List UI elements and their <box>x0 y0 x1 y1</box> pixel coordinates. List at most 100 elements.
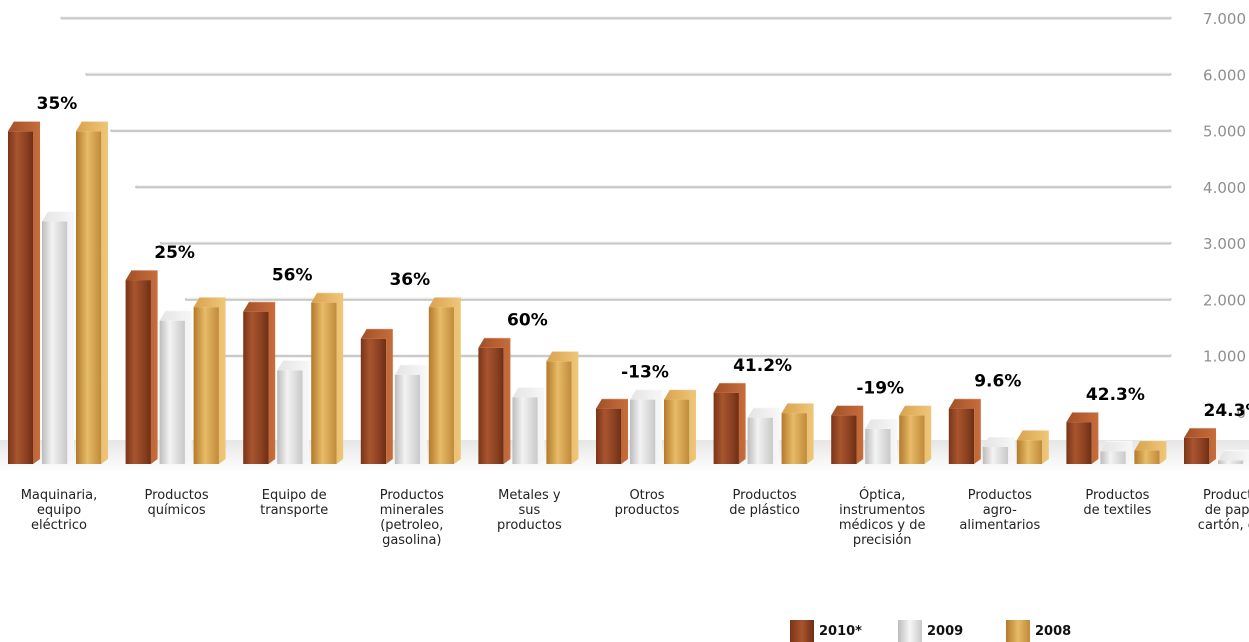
bar-side <box>76 121 108 465</box>
bar-2008-5 <box>664 388 696 464</box>
bar-2010-10 <box>1184 427 1216 464</box>
bar-front <box>747 417 773 464</box>
bar-front <box>193 307 219 464</box>
bar-side <box>42 211 74 464</box>
bar-front <box>1100 451 1126 464</box>
bar-side <box>1218 450 1249 464</box>
bar-front <box>277 370 303 464</box>
bar-2008-2 <box>311 292 344 464</box>
category-label: Óptica, instrumentos médicos y de precis… <box>838 488 926 548</box>
bar-2010-4 <box>478 337 511 464</box>
bar-front <box>1218 460 1244 464</box>
bar-front <box>630 399 656 464</box>
bar-front <box>781 413 807 464</box>
legend-swatch <box>790 620 814 642</box>
bar-side <box>512 387 545 464</box>
bar-side <box>1100 441 1133 464</box>
bar-side <box>899 405 932 464</box>
bar-front <box>159 320 185 464</box>
bar-side <box>125 270 158 464</box>
legend-item: 2009 <box>898 620 963 642</box>
bar-2010-7 <box>831 404 864 464</box>
legend-swatch <box>898 620 922 642</box>
growth-label: 24.3% <box>1204 401 1249 421</box>
bar-2010-0 <box>8 120 40 465</box>
bar-front <box>8 131 34 465</box>
bar-side <box>311 292 344 464</box>
bar-2010-2 <box>243 301 276 464</box>
bar-2008-8 <box>1016 429 1049 464</box>
legend-label: 2010* <box>819 623 862 639</box>
bar-side <box>277 360 310 464</box>
y-axis: 0 1.000 2.000 3.000 4.000 5.000 6.000 7.000 <box>1203 10 1246 422</box>
legend-label: 2009 <box>927 623 964 639</box>
growth-label: 36% <box>389 270 430 290</box>
y-tick-label: 1.000 <box>1203 348 1246 366</box>
growth-label: 60% <box>507 311 548 331</box>
bar-side <box>193 297 226 464</box>
bar-front <box>713 392 739 464</box>
bar-2009-2 <box>277 359 310 464</box>
bar-side <box>8 121 40 465</box>
bar-side <box>546 351 579 464</box>
bar-side <box>831 405 864 464</box>
growth-label: 42.3% <box>1086 385 1145 405</box>
y-tick-label: 6.000 <box>1203 66 1246 84</box>
bar-2008-3 <box>428 296 461 464</box>
bar-side <box>948 398 981 464</box>
category-label: Productos químicos <box>144 488 209 518</box>
bar-side <box>982 436 1015 464</box>
bar-2008-6 <box>781 402 814 464</box>
gridlines <box>60 16 1172 358</box>
category-label: Otros productos <box>614 488 680 518</box>
growth-label: 9.6% <box>974 372 1021 392</box>
bar-2009-10 <box>1218 449 1249 464</box>
bar-2010-8 <box>948 398 981 464</box>
bar-front <box>428 307 455 464</box>
bar-front <box>831 415 857 464</box>
bar-2009-5 <box>630 388 662 464</box>
category-label: Productos minerales (petroleo, gasolina) <box>379 488 444 548</box>
bar-front <box>1134 450 1160 464</box>
growth-labels: 35% 25% 56% 36% 60% -13% 41.2% -19% 9.6% 42.3% 24.… <box>37 94 1249 421</box>
bars <box>8 120 1249 465</box>
bar-front <box>664 399 690 464</box>
bar-2009-4 <box>512 386 545 464</box>
growth-label: -13% <box>621 363 669 383</box>
bar-front <box>1016 440 1043 464</box>
bar-side <box>664 389 696 464</box>
bar-side <box>1134 440 1167 464</box>
bar-2010-9 <box>1066 411 1099 464</box>
bar-front <box>865 428 891 464</box>
legend-label: 2008 <box>1035 623 1072 639</box>
bar-2010-6 <box>713 382 746 464</box>
bar-2008-4 <box>546 350 579 464</box>
bar-front <box>1184 437 1210 464</box>
bar-2009-3 <box>394 364 427 464</box>
category-label: Productos de textiles <box>1083 488 1152 518</box>
bar-front <box>596 408 622 464</box>
bar-front <box>478 347 504 464</box>
bar-side <box>781 403 814 464</box>
bar-chart: 0 1.000 2.000 3.000 4.000 5.000 6.000 7.000 35%… <box>0 10 1249 472</box>
bar-2010-1 <box>125 269 158 464</box>
legend-item: 2010* <box>790 620 862 642</box>
growth-label: 56% <box>272 266 313 286</box>
bar-2009-8 <box>982 436 1015 464</box>
bar-side <box>394 364 427 464</box>
category-label: Productos de papel, cartón, etc. <box>1197 488 1249 533</box>
bar-side <box>243 301 276 464</box>
category-label: Maquinaria, equipo eléctrico <box>20 488 98 533</box>
bar-2009-7 <box>865 418 898 464</box>
category-label: Productos de plástico <box>729 488 800 518</box>
bar-2009-0 <box>42 210 74 464</box>
bar-2008-9 <box>1134 439 1167 464</box>
bar-front <box>948 408 975 464</box>
bar-side <box>478 337 511 464</box>
y-tick-label: 2.000 <box>1203 291 1246 309</box>
bar-side <box>630 389 662 464</box>
bar-front <box>982 446 1009 464</box>
bar-side <box>360 328 393 464</box>
bar-side <box>159 310 192 464</box>
